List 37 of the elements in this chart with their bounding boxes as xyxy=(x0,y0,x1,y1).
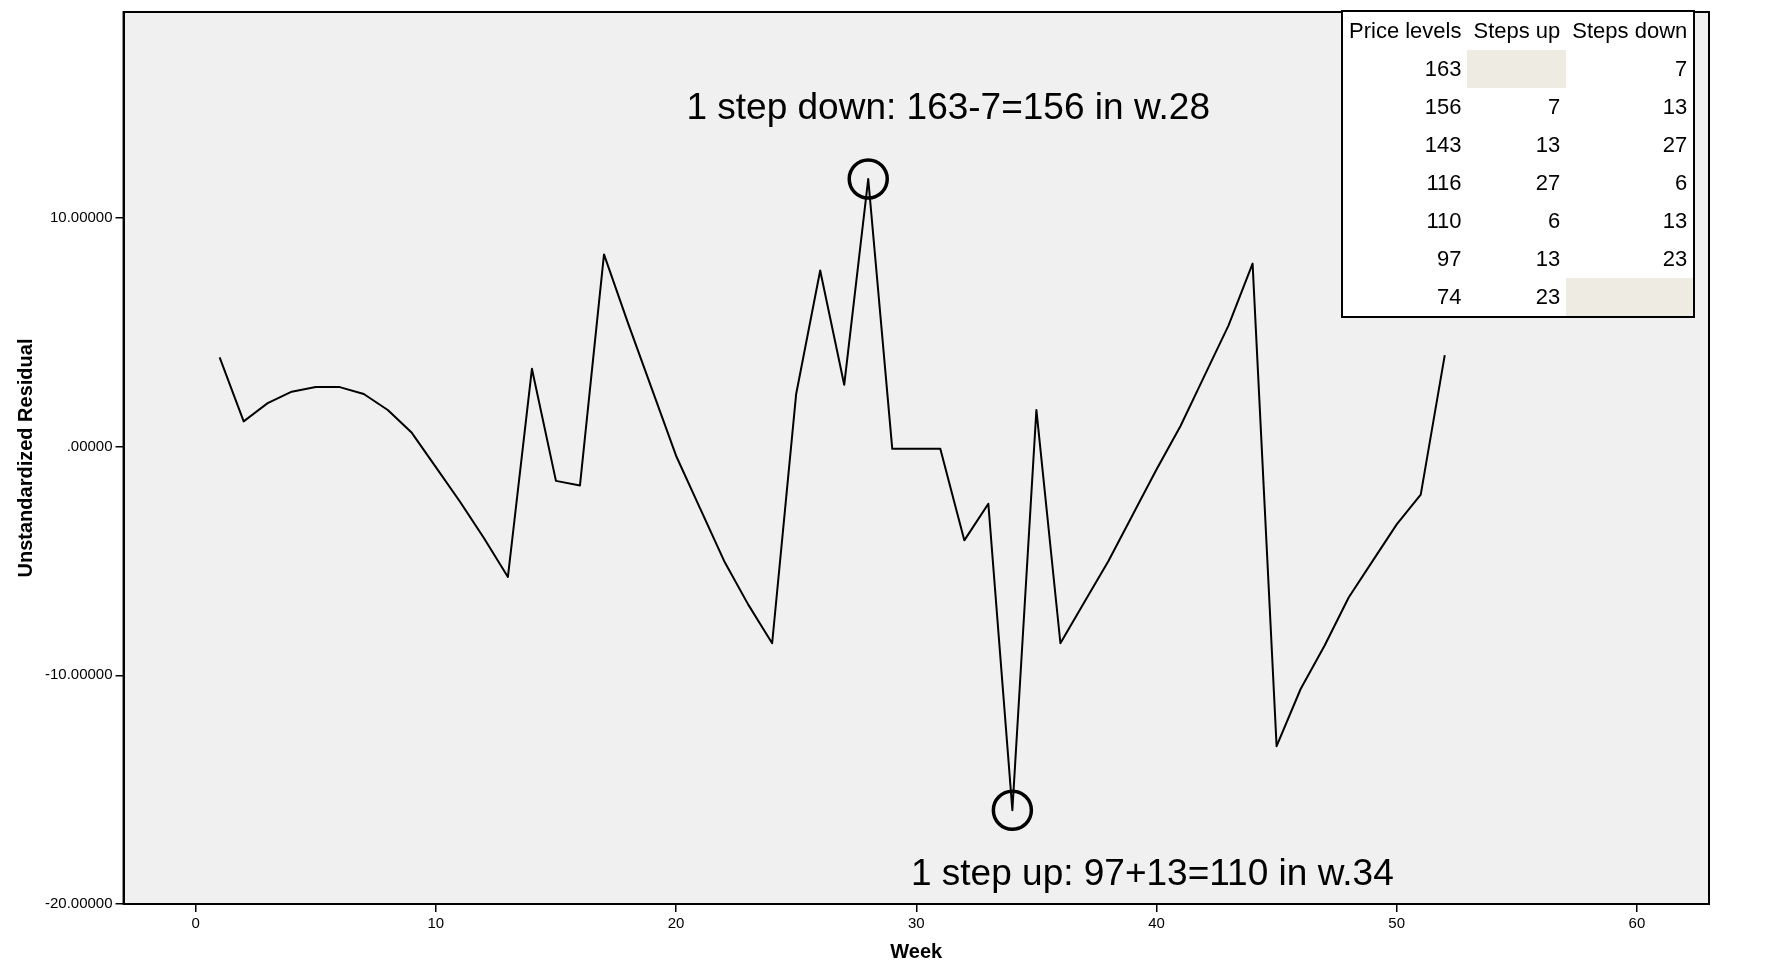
text: 7 xyxy=(1675,56,1688,81)
category-label: Steps up xyxy=(1472,17,1562,45)
text: 97 xyxy=(1437,246,1462,271)
text: 116 xyxy=(1426,170,1462,195)
text: 23 xyxy=(1535,284,1561,309)
text: 27 xyxy=(1535,170,1561,195)
text: 7 xyxy=(1548,94,1561,119)
x-tick-label: 50 xyxy=(1388,914,1406,932)
text: 27 xyxy=(1662,132,1688,157)
text: 6 xyxy=(1675,170,1688,195)
text: 23 xyxy=(1662,246,1688,271)
y-axis-title: Unstandardized Residual xyxy=(13,338,36,578)
annotation: 1 step down: 163-7=156 in w.28 xyxy=(686,85,1210,127)
text: 13 xyxy=(1662,208,1688,233)
text: 13 xyxy=(1535,132,1561,157)
x-tick-label: 60 xyxy=(1628,914,1646,932)
category-label: Price levels xyxy=(1348,17,1463,45)
x-tick-label: 20 xyxy=(667,914,685,932)
text: 13 xyxy=(1662,94,1688,119)
x-tick-label: 0 xyxy=(191,914,200,932)
annotation: 1 step up: 97+13=110 in w.34 xyxy=(910,851,1394,893)
text: 6 xyxy=(1548,208,1561,233)
y-tick-label: .00000 xyxy=(66,436,113,454)
y-tick-label: 10.00000 xyxy=(49,207,113,225)
y-tick-label: -20.00000 xyxy=(45,894,113,912)
x-tick-label: 40 xyxy=(1148,914,1165,932)
y-tick-label: -10.00000 xyxy=(45,665,113,683)
text: 156 xyxy=(1424,94,1462,119)
x-tick-label: 30 xyxy=(907,914,925,932)
text: 143 xyxy=(1424,132,1462,157)
text: 13 xyxy=(1535,246,1561,271)
x-tick-label: 10 xyxy=(427,914,445,932)
x-axis-title: Week xyxy=(890,939,944,962)
category-label: Steps down xyxy=(1571,17,1689,45)
text: 163 xyxy=(1424,56,1462,81)
text: 110 xyxy=(1426,208,1462,233)
text: 74 xyxy=(1437,284,1462,309)
